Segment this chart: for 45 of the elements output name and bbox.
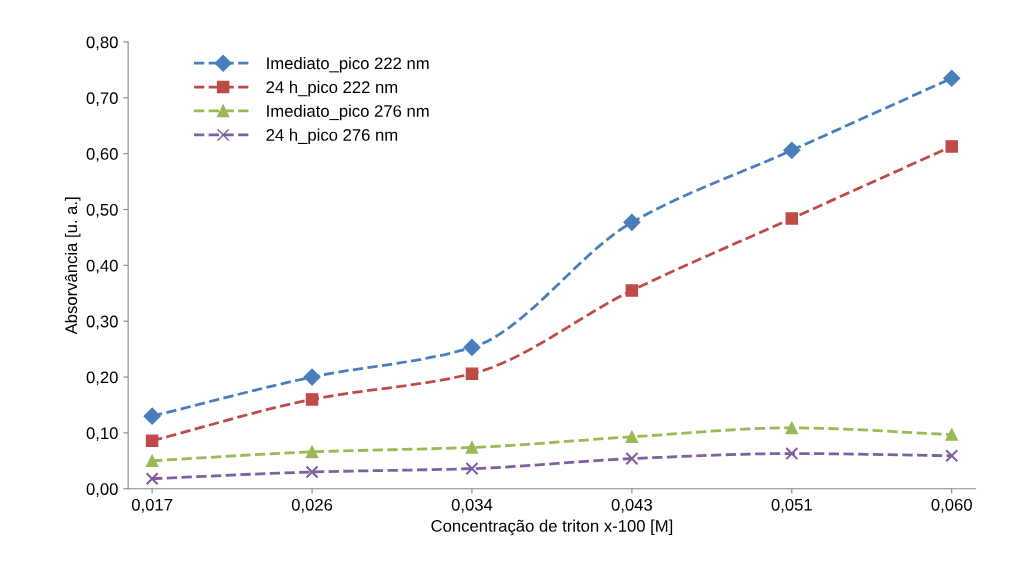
point: [143, 407, 161, 425]
point: [785, 421, 799, 435]
y-tick-label: 0,50: [86, 203, 118, 218]
y-tick-label: 0,30: [86, 315, 118, 330]
y-tick-label: 0,00: [86, 483, 118, 497]
point: [465, 462, 479, 476]
x-tick-label: 0,017: [131, 498, 173, 513]
legend-label: Imediato_pico 276 nm: [267, 104, 429, 121]
y-tick-label: 0,80: [86, 36, 118, 51]
point: [305, 445, 319, 459]
point: [785, 212, 799, 225]
point: [943, 69, 961, 87]
x-tick-label: 0,043: [611, 498, 652, 513]
x-tick-label: 0,051: [771, 498, 812, 513]
point: [465, 441, 479, 454]
point: [623, 213, 641, 231]
point: [945, 449, 959, 463]
point: [625, 284, 639, 297]
y-tick-label: 0,70: [86, 92, 118, 106]
point: [783, 141, 801, 159]
point: [463, 338, 481, 357]
point: [145, 434, 159, 447]
point: [305, 393, 319, 406]
y-axis-title: Absorvância [u. a.]: [64, 197, 81, 335]
point: [945, 140, 958, 153]
x-tick-label: 0,034: [451, 498, 493, 513]
y-tick-label: 0,60: [86, 148, 118, 162]
x-axis-title: Concentração de triton x-100 [M]: [431, 519, 673, 536]
x-tick-label: 0,026: [291, 498, 333, 513]
x-tick-label: 0,060: [931, 498, 972, 513]
legend-label: Imediato_pico 222 nm: [267, 56, 429, 73]
point: [303, 368, 321, 386]
legend-label: 24 h_pico 276 nm: [266, 128, 398, 145]
legend-label: 24 h_pico 222 nm: [266, 80, 398, 97]
y-tick-label: 0,20: [86, 371, 118, 386]
point: [625, 452, 639, 466]
point: [145, 454, 159, 468]
y-tick-label: 0,40: [86, 259, 118, 274]
point: [625, 430, 639, 444]
y-tick-label: 0,10: [86, 427, 118, 442]
point: [945, 428, 958, 441]
point: [465, 367, 479, 380]
point: [305, 465, 319, 479]
point: [145, 472, 159, 486]
point: [785, 446, 799, 461]
